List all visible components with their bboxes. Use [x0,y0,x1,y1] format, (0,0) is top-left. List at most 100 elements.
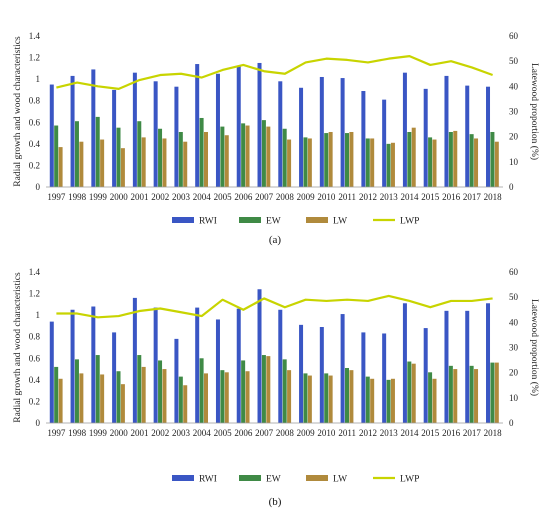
bar-lw-2017 [474,369,479,423]
legend-label-ew: EW [266,475,281,485]
bar-lw-2017 [474,138,479,187]
left-tick-label: 1.2 [29,289,40,299]
bar-ew-2003 [178,131,183,187]
bar-lw-2002 [162,138,167,187]
x-tick-label: 2008 [276,192,295,202]
bar-rwi-2011 [340,314,345,423]
bar-ew-2000 [116,371,121,423]
bar-ew-2018 [490,131,495,187]
bar-rwi-2002 [153,307,158,423]
bar-rwi-2014 [402,303,407,423]
x-tick-label: 2011 [338,192,356,202]
bar-lw-2000 [120,148,125,187]
bar-lw-2006 [245,125,250,187]
chart-panel-1: 0 0.2 0.4 0.6 0.8 1 1.2 1.4 0 10 20 30 40 50 60 Radial … [13,31,540,246]
bar-ew-2002 [158,128,163,187]
bar-ew-2012 [365,376,370,423]
x-tick-label: 2018 [484,428,503,438]
bar-rwi-2014 [402,72,407,187]
bar-ew-2016 [448,365,453,423]
bar-rwi-2005 [215,73,220,187]
bar-ew-2015 [428,137,433,187]
bar-lw-2003 [183,141,188,187]
legend-label-rwi: RWI [199,217,217,227]
x-tick-label: 2003 [172,192,191,202]
right-tick-label: 30 [509,343,519,353]
panel-label: (b) [269,496,282,508]
legend-label-lw: LW [333,217,347,227]
legend-label-ew: EW [266,217,281,227]
bar-rwi-2000 [112,332,117,423]
x-tick-label: 2007 [255,192,274,202]
line-lwp [56,55,493,90]
bar-lw-2015 [432,378,437,423]
bar-ew-1999 [95,355,100,423]
bar-lw-2000 [120,384,125,423]
x-tick-label: 1999 [89,428,108,438]
bar-ew-2014 [407,361,412,423]
legend-swatch-lw [306,475,328,481]
x-tick-label: 2013 [380,192,399,202]
bar-rwi-2005 [215,319,220,423]
bar-lw-2004 [203,373,208,423]
bar-rwi-1999 [91,69,96,187]
bar-ew-2010 [324,133,329,187]
x-tick-label: 2010 [317,192,336,202]
x-tick-label: 2012 [359,428,377,438]
bar-rwi-2017 [465,85,470,187]
left-tick-label: 0.4 [29,139,41,149]
x-tick-label: 2018 [484,192,503,202]
x-tick-label: 2016 [442,428,461,438]
bar-ew-2017 [469,134,474,187]
bar-lw-2001 [141,137,146,187]
left-tick-label: 0.4 [29,375,41,385]
bar-ew-2014 [407,131,412,187]
bar-lw-2010 [328,131,333,187]
bar-lw-1999 [100,139,105,187]
bar-rwi-2018 [486,86,491,187]
bar-lw-2016 [453,369,458,423]
right-tick-label: 40 [509,81,519,91]
x-tick-label: 2013 [380,428,399,438]
bar-ew-2018 [490,362,495,423]
x-tick-label: 2006 [234,192,253,202]
bar-ew-2009 [303,373,308,423]
bar-ew-2006 [241,123,246,187]
bar-lw-2008 [287,139,292,187]
panel-label: (a) [269,234,282,246]
x-tick-label: 1997 [47,428,66,438]
bar-lw-2003 [183,385,188,423]
x-tick-label: 2011 [338,428,356,438]
bar-ew-2001 [137,121,142,187]
bar-rwi-2002 [153,81,158,187]
x-tick-label: 2017 [463,192,482,202]
bar-rwi-1999 [91,306,96,423]
bar-lw-2009 [307,138,312,187]
bar-rwi-2018 [486,303,491,423]
x-tick-label: 2014 [401,428,420,438]
legend-swatch-ew [239,217,261,223]
bar-ew-2013 [386,379,391,423]
x-tick-label: 2015 [421,192,440,202]
bar-lw-2014 [411,127,416,187]
bar-lw-1997 [58,147,63,187]
bar-lw-1998 [79,373,84,423]
bar-lw-2011 [349,370,354,423]
right-tick-label: 50 [509,56,519,66]
bar-rwi-2010 [319,327,324,423]
left-tick-label: 1.4 [29,267,41,277]
bar-rwi-1997 [49,84,54,187]
bar-lw-2015 [432,139,437,187]
x-tick-label: 2004 [193,192,212,202]
bar-rwi-2008 [278,81,283,187]
x-tick-label: 2009 [297,192,316,202]
right-tick-label: 60 [509,31,519,41]
bar-lw-2011 [349,131,354,187]
bar-ew-2008 [282,128,287,187]
bar-lw-2005 [224,135,229,187]
right-tick-label: 10 [509,157,519,167]
x-tick-label: 1997 [47,192,66,202]
bar-lw-2016 [453,130,458,187]
bar-lw-2014 [411,363,416,423]
